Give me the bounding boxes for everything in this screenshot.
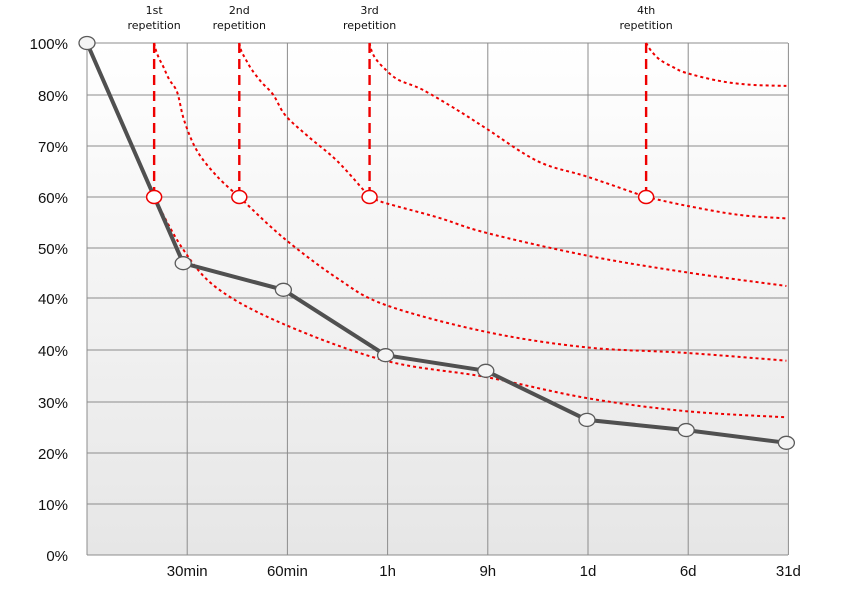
series-point: [376, 348, 395, 363]
y-tick-label: 100%: [30, 36, 68, 53]
x-axis-ticks: 30min 60min 1h 9h 1d 6d 31d: [167, 563, 801, 580]
x-tick-label: 6d: [680, 563, 697, 580]
repetition-upper-curve: [238, 42, 371, 198]
x-tick-label: 30min: [167, 563, 208, 580]
x-tick-label: 31d: [776, 563, 801, 580]
y-tick-label: 50%: [38, 241, 68, 258]
repetition-label: 3rd repetition: [343, 4, 396, 32]
y-tick-label: 10%: [38, 497, 68, 514]
series-point: [174, 256, 192, 271]
x-tick-label: 1h: [379, 563, 396, 580]
series-line: [85, 42, 787, 445]
repetition-decay-curve: [645, 196, 787, 220]
repetition-annotations: 1st repetition 2nd repetition 3rd repetition 4…: [128, 4, 673, 32]
y-tick-label: 0%: [46, 548, 68, 565]
x-tick-label: 60min: [267, 563, 308, 580]
repetition-markers: [145, 189, 655, 205]
y-tick-label: 40%: [38, 343, 68, 360]
grid: [86, 42, 789, 556]
series-point: [78, 35, 96, 51]
y-axis-ticks: 100% 80% 70% 60% 50% 40% 40% 30% 20% 10% 0%: [30, 36, 68, 565]
repetition-curves: [152, 42, 787, 419]
y-tick-label: 60%: [38, 190, 68, 207]
x-tick-label: 1d: [580, 563, 597, 580]
y-tick-label: 20%: [38, 446, 68, 463]
repetition-label: 1st repetition: [128, 4, 181, 32]
repetition-label: 2nd repetition: [213, 4, 266, 32]
repetition-decay-curve: [153, 196, 787, 419]
repetition-marker: [231, 189, 248, 205]
repetition-marker: [145, 189, 163, 205]
repetition-marker: [637, 189, 655, 205]
repetition-decay-curve: [369, 196, 787, 287]
y-tick-label: 70%: [38, 139, 68, 156]
series-point: [677, 422, 695, 438]
y-tick-label: 80%: [38, 88, 68, 105]
series-point: [578, 412, 596, 428]
repetition-upper-curve: [368, 42, 647, 198]
y-tick-label: 40%: [38, 291, 68, 308]
repetition-marker: [361, 189, 378, 205]
series-point: [777, 435, 796, 450]
repetition-upper-curve: [153, 42, 240, 198]
plot-background: [87, 43, 788, 555]
repetition-upper-curve: [645, 42, 787, 87]
repetition-label: 4th repetition: [619, 4, 672, 32]
repetition-decay-curve: [238, 196, 787, 362]
series-point: [477, 363, 495, 378]
x-tick-label: 9h: [479, 563, 496, 580]
y-tick-label: 30%: [38, 395, 68, 412]
series-point: [274, 282, 293, 297]
main-series: [78, 35, 796, 450]
